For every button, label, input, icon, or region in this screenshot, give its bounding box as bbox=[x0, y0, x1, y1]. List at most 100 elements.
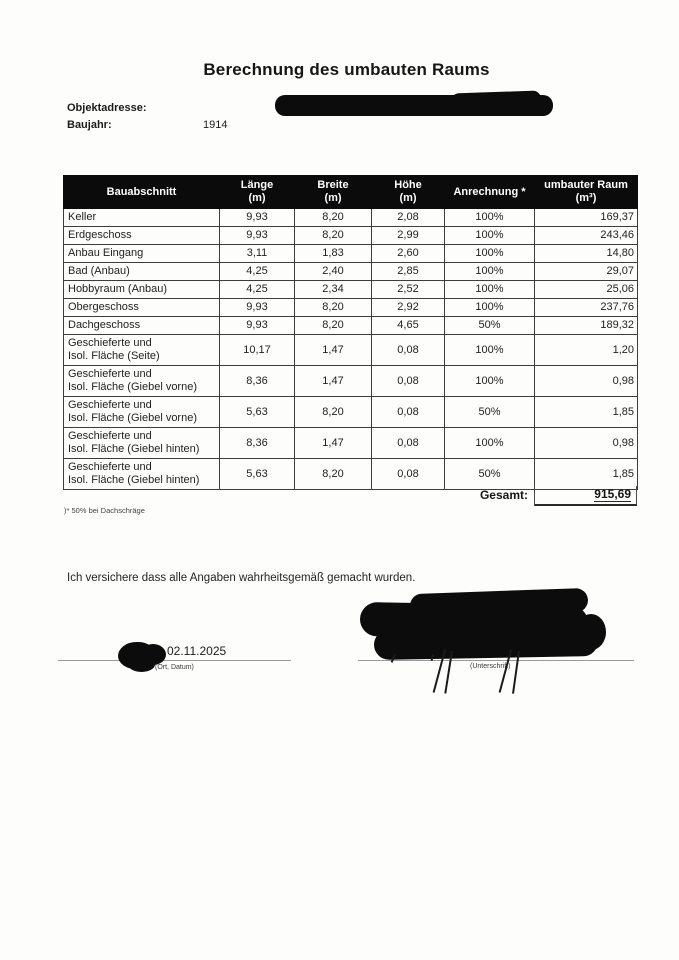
cell-hoehe: 2,85 bbox=[371, 262, 445, 281]
cell-bauabschnitt: Obergeschoss bbox=[63, 298, 220, 317]
cell-anrechnung: 100% bbox=[444, 226, 535, 245]
cell-bauabschnitt: Anbau Eingang bbox=[63, 244, 220, 263]
cell-laenge: 8,36 bbox=[219, 365, 295, 397]
cell-umbauter-raum: 29,07 bbox=[534, 262, 638, 281]
table-row: Hobbyraum (Anbau) 4,25 2,34 2,52 100% 25… bbox=[63, 280, 638, 299]
cell-bauabschnitt: Geschieferte und Isol. Fläche (Giebel vo… bbox=[63, 396, 220, 428]
table-row: Geschieferte und Isol. Fläche (Giebel hi… bbox=[63, 458, 638, 490]
table-row: Anbau Eingang 3,11 1,83 2,60 100% 14,80 bbox=[63, 244, 638, 263]
table-header-row: Bauabschnitt Länge (m) Breite (m) Höhe (m) … bbox=[63, 175, 638, 209]
cell-anrechnung: 100% bbox=[444, 280, 535, 299]
header-laenge: Länge (m) bbox=[219, 175, 295, 209]
cell-umbauter-raum: 0,98 bbox=[534, 365, 638, 397]
table-body: Keller 9,93 8,20 2,08 100% 169,37 Erdges… bbox=[63, 208, 638, 490]
table-row: Geschieferte und Isol. Fläche (Giebel vo… bbox=[63, 396, 638, 428]
cell-breite: 8,20 bbox=[294, 298, 372, 317]
cell-umbauter-raum: 237,76 bbox=[534, 298, 638, 317]
year-label: Baujahr: bbox=[67, 118, 112, 131]
cell-anrechnung: 100% bbox=[444, 298, 535, 317]
cell-breite: 8,20 bbox=[294, 316, 372, 335]
cell-bauabschnitt: Erdgeschoss bbox=[63, 226, 220, 245]
assurance-statement: Ich versichere dass alle Angaben wahrhei… bbox=[67, 572, 416, 584]
cell-laenge: 9,93 bbox=[219, 226, 295, 245]
cell-breite: 1,47 bbox=[294, 365, 372, 397]
table-row: Geschieferte und Isol. Fläche (Seite) 10… bbox=[63, 334, 638, 366]
cell-bauabschnitt: Hobbyraum (Anbau) bbox=[63, 280, 220, 299]
signature-caption: (Unterschrift) bbox=[470, 663, 511, 670]
signature-area: (Unterschrift) bbox=[358, 587, 634, 703]
cell-anrechnung: 50% bbox=[444, 458, 535, 490]
cell-anrechnung: 100% bbox=[444, 208, 535, 227]
cell-laenge: 5,63 bbox=[219, 396, 295, 428]
cell-laenge: 4,25 bbox=[219, 262, 295, 281]
cell-bauabschnitt: Geschieferte und Isol. Fläche (Seite) bbox=[63, 334, 220, 366]
cell-hoehe: 2,52 bbox=[371, 280, 445, 299]
cell-breite: 8,20 bbox=[294, 208, 372, 227]
cell-hoehe: 0,08 bbox=[371, 365, 445, 397]
cell-bauabschnitt: Geschieferte und Isol. Fläche (Giebel hi… bbox=[63, 458, 220, 490]
cell-umbauter-raum: 0,98 bbox=[534, 427, 638, 459]
place-date-signature-area: 02.11.2025 (Ort, Datum) bbox=[58, 600, 291, 690]
cell-hoehe: 4,65 bbox=[371, 316, 445, 335]
cell-anrechnung: 100% bbox=[444, 244, 535, 263]
table-row: Erdgeschoss 9,93 8,20 2,99 100% 243,46 bbox=[63, 226, 638, 245]
cell-umbauter-raum: 1,20 bbox=[534, 334, 638, 366]
address-label: Objektadresse: bbox=[67, 101, 147, 114]
cell-anrechnung: 50% bbox=[444, 316, 535, 335]
cell-hoehe: 2,08 bbox=[371, 208, 445, 227]
date-value: 02.11.2025 bbox=[167, 644, 227, 658]
cell-laenge: 9,93 bbox=[219, 208, 295, 227]
total-value-box: 915,69 bbox=[534, 486, 637, 506]
table-row: Dachgeschoss 9,93 8,20 4,65 50% 189,32 bbox=[63, 316, 638, 335]
cell-anrechnung: 100% bbox=[444, 262, 535, 281]
address-redaction-blob bbox=[275, 95, 553, 116]
table-row: Geschieferte und Isol. Fläche (Giebel vo… bbox=[63, 365, 638, 397]
meta-row-address: Objektadresse: bbox=[67, 95, 553, 116]
header-hoehe: Höhe (m) bbox=[371, 175, 445, 209]
cell-breite: 1,47 bbox=[294, 334, 372, 366]
cell-umbauter-raum: 169,37 bbox=[534, 208, 638, 227]
cell-bauabschnitt: Dachgeschoss bbox=[63, 316, 220, 335]
total-row: Gesamt: 915,69 bbox=[63, 486, 637, 506]
cell-bauabschnitt: Geschieferte und Isol. Fläche (Giebel vo… bbox=[63, 365, 220, 397]
cell-breite: 1,47 bbox=[294, 427, 372, 459]
cell-breite: 1,83 bbox=[294, 244, 372, 263]
cell-anrechnung: 100% bbox=[444, 365, 535, 397]
cell-hoehe: 2,92 bbox=[371, 298, 445, 317]
footnote: )* 50% bei Dachschräge bbox=[64, 506, 145, 515]
cell-bauabschnitt: Bad (Anbau) bbox=[63, 262, 220, 281]
signature-redaction-blob bbox=[576, 614, 606, 650]
place-date-caption: (Ort, Datum) bbox=[155, 664, 194, 671]
cell-umbauter-raum: 243,46 bbox=[534, 226, 638, 245]
place-date-line bbox=[58, 660, 291, 661]
cell-bauabschnitt: Geschieferte und Isol. Fläche (Giebel hi… bbox=[63, 427, 220, 459]
cell-laenge: 10,17 bbox=[219, 334, 295, 366]
cell-laenge: 4,25 bbox=[219, 280, 295, 299]
cell-laenge: 5,63 bbox=[219, 458, 295, 490]
signature-redaction-blob bbox=[373, 626, 599, 660]
header-breite: Breite (m) bbox=[294, 175, 372, 209]
cell-umbauter-raum: 14,80 bbox=[534, 244, 638, 263]
cell-anrechnung: 100% bbox=[444, 334, 535, 366]
header-umbauter-raum: umbauter Raum (m³) bbox=[534, 175, 638, 209]
cell-bauabschnitt: Keller bbox=[63, 208, 220, 227]
cell-laenge: 9,93 bbox=[219, 298, 295, 317]
cell-hoehe: 2,60 bbox=[371, 244, 445, 263]
cell-breite: 2,34 bbox=[294, 280, 372, 299]
total-label: Gesamt: bbox=[479, 488, 528, 502]
page-title: Berechnung des umbauten Raums bbox=[203, 60, 490, 79]
cell-breite: 8,20 bbox=[294, 458, 372, 490]
header-bauabschnitt: Bauabschnitt bbox=[63, 175, 220, 209]
cell-hoehe: 0,08 bbox=[371, 427, 445, 459]
table-row: Geschieferte und Isol. Fläche (Giebel hi… bbox=[63, 427, 638, 459]
cell-umbauter-raum: 189,32 bbox=[534, 316, 638, 335]
total-value: 915,69 bbox=[594, 487, 631, 502]
cell-hoehe: 2,99 bbox=[371, 226, 445, 245]
header-anrechnung: Anrechnung * bbox=[444, 175, 535, 209]
table-row: Keller 9,93 8,20 2,08 100% 169,37 bbox=[63, 208, 638, 227]
cell-anrechnung: 50% bbox=[444, 396, 535, 428]
cell-laenge: 8,36 bbox=[219, 427, 295, 459]
place-redaction-blob bbox=[128, 657, 155, 672]
volume-calculation-table: Bauabschnitt Länge (m) Breite (m) Höhe (m) … bbox=[63, 175, 638, 490]
